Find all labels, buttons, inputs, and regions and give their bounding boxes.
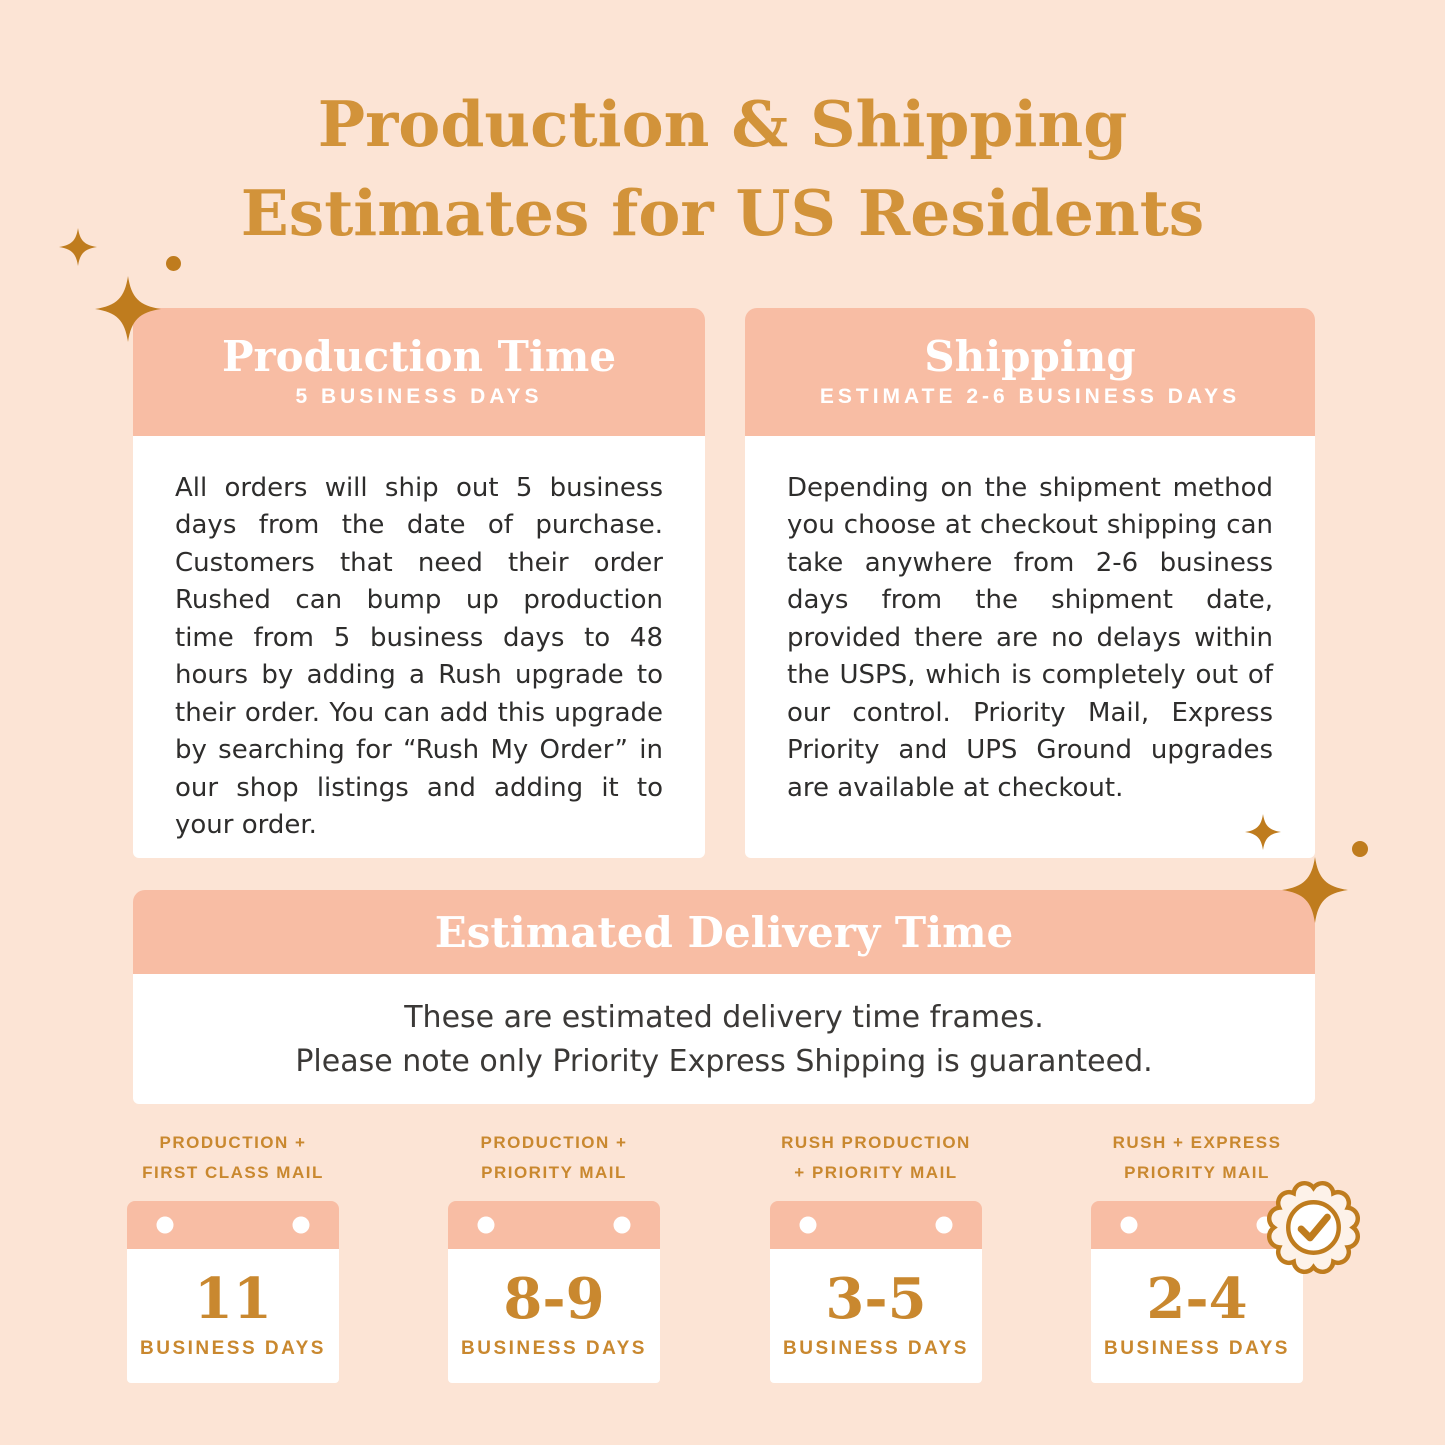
sparkle-icon: [95, 276, 161, 342]
dot-icon: [1352, 841, 1368, 857]
page-title-line2: Estimates for US Residents: [240, 176, 1205, 251]
sparkle-icon: [59, 228, 97, 266]
estimate-label-line1: PRODUCTION +: [480, 1133, 628, 1152]
estimate-label-line1: PRODUCTION +: [159, 1133, 307, 1152]
delivery-note-line1: These are estimated delivery time frames…: [404, 999, 1044, 1035]
check-icon: [1297, 1213, 1331, 1242]
shipping-title: Shipping: [924, 331, 1136, 381]
calendar-icon: 11 BUSINESS DAYS: [127, 1200, 339, 1383]
calendar-ring-dot: [1120, 1216, 1138, 1233]
estimate-caption: BUSINESS DAYS: [140, 1338, 326, 1359]
estimate-label-line2: PRIORITY MAIL: [481, 1162, 627, 1182]
calendar-header: [448, 1200, 660, 1249]
production-time-card: Production Time 5 BUSINESS DAYS All orde…: [133, 308, 705, 858]
shipping-text: Depending on the shipment method you cho…: [787, 473, 1273, 803]
calendar-ring-dot: [799, 1216, 817, 1233]
production-time-body: All orders will ship out 5 business days…: [133, 436, 705, 858]
estimate-days: 3-5: [825, 1266, 927, 1332]
estimate-label-line2: + PRIORITY MAIL: [794, 1162, 958, 1182]
page-title-line1: Production & Shipping: [317, 87, 1128, 161]
estimate-col-priority: PRODUCTION + PRIORITY MAIL 8-9 BUSINESS …: [439, 1128, 669, 1383]
sparkle-icon: [1282, 857, 1348, 923]
estimate-days: 2-4: [1146, 1266, 1248, 1332]
calendar-ring-dot: [292, 1216, 310, 1233]
calendar-ring-dot: [156, 1216, 174, 1233]
estimate-label: PRODUCTION + FIRST CLASS MAIL: [118, 1128, 348, 1188]
calendar-icon: 2-4 BUSINESS DAYS: [1091, 1200, 1303, 1383]
dot-icon: [166, 256, 181, 271]
calendar-body: 11 BUSINESS DAYS: [127, 1248, 339, 1383]
shipping-card: Shipping ESTIMATE 2-6 BUSINESS DAYS Depe…: [745, 308, 1315, 858]
calendar-icon: 8-9 BUSINESS DAYS: [448, 1200, 660, 1383]
estimate-col-first-class: PRODUCTION + FIRST CLASS MAIL 11 BUSINES…: [118, 1128, 348, 1383]
calendar-body: 8-9 BUSINESS DAYS: [448, 1248, 660, 1383]
shipping-header: Shipping ESTIMATE 2-6 BUSINESS DAYS: [745, 308, 1315, 436]
estimate-label: PRODUCTION + PRIORITY MAIL: [439, 1128, 669, 1188]
production-time-title: Production Time: [221, 331, 617, 381]
estimate-label-line1: RUSH PRODUCTION: [781, 1133, 971, 1152]
calendar-header: [770, 1200, 982, 1249]
estimate-days: 11: [194, 1266, 272, 1332]
estimate-col-rush-priority: RUSH PRODUCTION + PRIORITY MAIL 3-5 BUSI…: [761, 1128, 991, 1383]
calendar-ring-dot: [477, 1216, 495, 1233]
calendar-ring-dot: [613, 1216, 631, 1233]
estimate-caption: BUSINESS DAYS: [1104, 1338, 1290, 1359]
production-time-text: All orders will ship out 5 business days…: [175, 473, 663, 840]
shipping-body: Depending on the shipment method you cho…: [745, 436, 1315, 858]
delivery-note-line2: Please note only Priority Express Shippi…: [295, 1043, 1153, 1079]
estimate-caption: BUSINESS DAYS: [783, 1338, 969, 1359]
calendar-icon: 3-5 BUSINESS DAYS: [770, 1200, 982, 1383]
estimate-label: RUSH + EXPRESS PRIORITY MAIL: [1082, 1128, 1312, 1188]
production-time-subtitle: 5 BUSINESS DAYS: [295, 384, 543, 408]
estimated-delivery-banner: Estimated Delivery Time: [133, 890, 1315, 974]
sparkle-icon: [1245, 814, 1281, 850]
estimate-days: 8-9: [503, 1266, 605, 1332]
shipping-subtitle: ESTIMATE 2-6 BUSINESS DAYS: [819, 384, 1241, 408]
estimate-label-line2: PRIORITY MAIL: [1124, 1162, 1270, 1182]
delivery-note-box: These are estimated delivery time frames…: [133, 974, 1315, 1104]
estimate-label-line1: RUSH + EXPRESS: [1112, 1133, 1282, 1152]
estimate-label-line2: FIRST CLASS MAIL: [142, 1162, 324, 1182]
estimate-col-rush-express: RUSH + EXPRESS PRIORITY MAIL 2-4 BUSINES…: [1082, 1128, 1312, 1383]
calendar-body: 3-5 BUSINESS DAYS: [770, 1248, 982, 1383]
estimate-label: RUSH PRODUCTION + PRIORITY MAIL: [761, 1128, 991, 1188]
check-seal-icon: [1267, 1181, 1360, 1274]
estimate-caption: BUSINESS DAYS: [461, 1338, 647, 1359]
calendar-body: 2-4 BUSINESS DAYS: [1091, 1248, 1303, 1383]
page-title: Production & Shipping Estimates for US R…: [0, 80, 1445, 259]
calendar-ring-dot: [935, 1216, 953, 1233]
calendar-header: [127, 1200, 339, 1249]
production-time-header: Production Time 5 BUSINESS DAYS: [133, 308, 705, 436]
estimated-delivery-title: Estimated Delivery Time: [434, 907, 1014, 957]
